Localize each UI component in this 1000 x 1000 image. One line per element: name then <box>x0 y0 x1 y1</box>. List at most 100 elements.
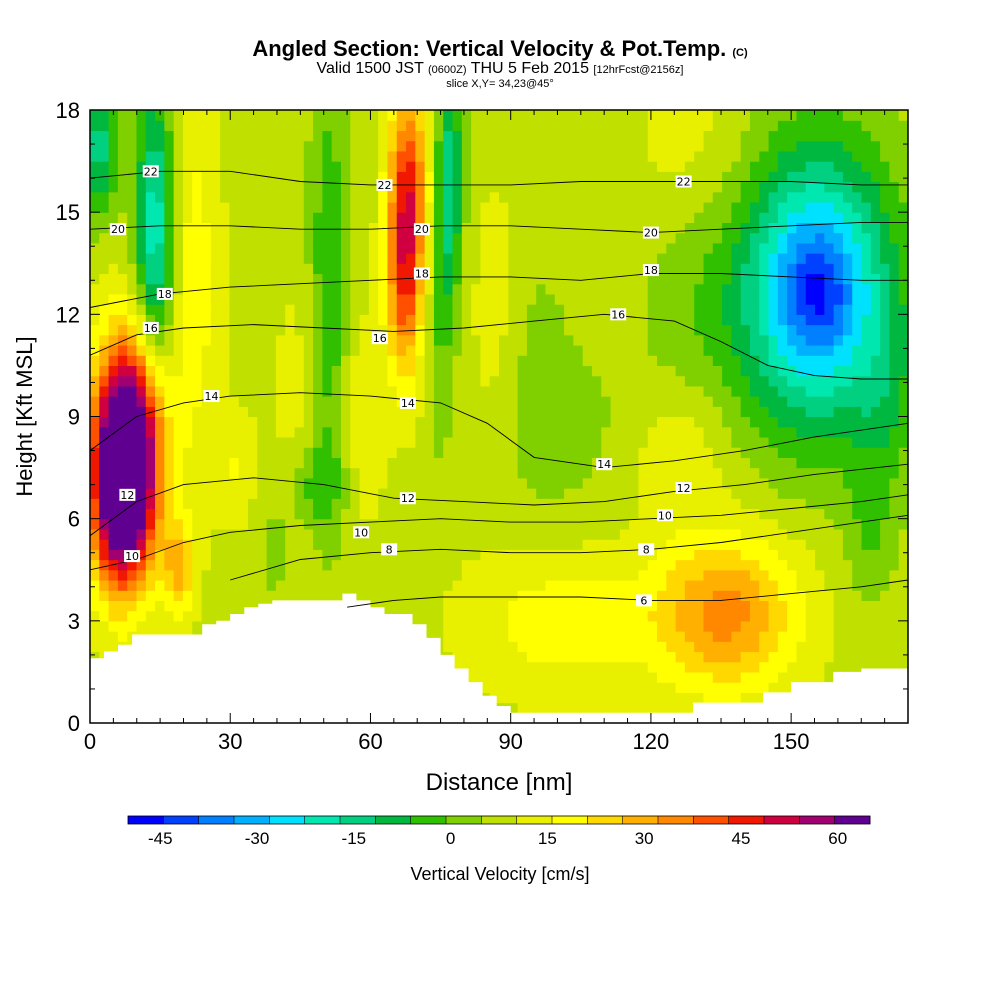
field-cell <box>787 242 798 254</box>
field-cell <box>368 457 379 469</box>
field-cell <box>582 273 593 285</box>
field-cell <box>815 457 825 469</box>
field-cell <box>471 559 482 571</box>
field-cell <box>842 171 853 183</box>
field-cell <box>517 631 528 642</box>
field-cell <box>675 508 686 520</box>
field-cell <box>499 171 509 183</box>
field-cell <box>898 283 908 295</box>
field-cell <box>526 539 537 550</box>
field-cell <box>638 508 649 520</box>
field-cell <box>666 467 677 479</box>
field-cell <box>619 140 630 152</box>
field-cell <box>601 631 612 642</box>
field-cell <box>303 518 314 530</box>
field-cell <box>889 191 900 203</box>
field-cell <box>471 283 482 295</box>
field-cell <box>657 569 667 581</box>
field-cell <box>257 314 268 326</box>
field-cell <box>777 559 788 571</box>
field-cell <box>898 396 908 407</box>
field-cell <box>629 232 640 244</box>
field-cell <box>591 171 602 183</box>
field-cell <box>694 600 705 612</box>
field-cell <box>517 447 528 458</box>
field-cell <box>322 355 333 367</box>
field-cell <box>508 477 519 489</box>
field-cell <box>675 201 686 213</box>
field-cell <box>238 232 249 244</box>
field-cell <box>471 181 482 193</box>
field-cell <box>471 232 482 244</box>
field-cell <box>285 488 296 499</box>
field-cell <box>340 457 351 469</box>
field-cell <box>508 416 519 428</box>
field-cell <box>322 426 333 438</box>
field-cell <box>647 436 658 448</box>
field-cell <box>433 498 444 510</box>
field-cell <box>480 181 491 193</box>
field-cell <box>694 631 705 642</box>
field-cell <box>536 273 547 285</box>
field-cell <box>285 201 296 213</box>
field-cell <box>173 232 184 244</box>
field-cell <box>777 191 788 203</box>
field-cell <box>275 201 286 213</box>
field-cell <box>833 344 844 356</box>
field-cell <box>340 293 351 305</box>
field-cell <box>396 334 407 346</box>
field-cell <box>842 150 853 162</box>
field-cell <box>238 559 249 571</box>
field-cell <box>433 242 444 254</box>
field-cell <box>629 631 640 642</box>
field-cell <box>833 191 844 203</box>
field-cell <box>275 447 286 458</box>
field-cell <box>415 549 426 561</box>
field-cell <box>805 518 816 530</box>
field-cell <box>582 600 593 612</box>
field-cell <box>619 161 630 172</box>
field-cell <box>220 569 231 581</box>
field-cell <box>647 477 658 489</box>
field-cell <box>740 518 751 530</box>
field-cell <box>787 600 798 612</box>
field-cell <box>387 242 398 254</box>
field-cell <box>824 355 835 367</box>
field-cell <box>359 508 370 520</box>
field-cell <box>712 488 723 499</box>
field-cell <box>526 324 537 336</box>
field-cell <box>564 620 574 632</box>
field-cell <box>852 344 863 356</box>
field-cell <box>889 150 900 162</box>
field-cell <box>787 222 798 234</box>
field-cell <box>870 406 881 418</box>
field-cell <box>433 181 444 193</box>
field-cell <box>173 222 184 234</box>
field-cell <box>350 375 361 387</box>
field-cell <box>257 396 268 407</box>
field-cell <box>815 671 825 683</box>
field-cell <box>647 702 658 714</box>
field-cell <box>610 549 621 561</box>
field-cell <box>331 304 342 315</box>
field-cell <box>526 590 537 601</box>
field-cell <box>740 692 751 704</box>
field-cell <box>238 467 249 479</box>
field-cell <box>303 344 314 356</box>
field-cell <box>433 569 444 581</box>
field-cell <box>638 620 649 632</box>
field-cell <box>573 222 584 234</box>
field-cell <box>275 385 286 397</box>
field-cell <box>526 457 537 469</box>
field-cell <box>303 161 314 172</box>
field-cell <box>182 355 193 367</box>
field-cell <box>480 344 491 356</box>
field-cell <box>861 181 872 193</box>
field-cell <box>471 334 482 346</box>
field-cell <box>90 283 100 295</box>
field-cell <box>610 590 621 601</box>
field-cell <box>294 191 305 203</box>
field-cell <box>285 569 296 581</box>
field-cell <box>573 355 584 367</box>
field-cell <box>880 150 891 162</box>
